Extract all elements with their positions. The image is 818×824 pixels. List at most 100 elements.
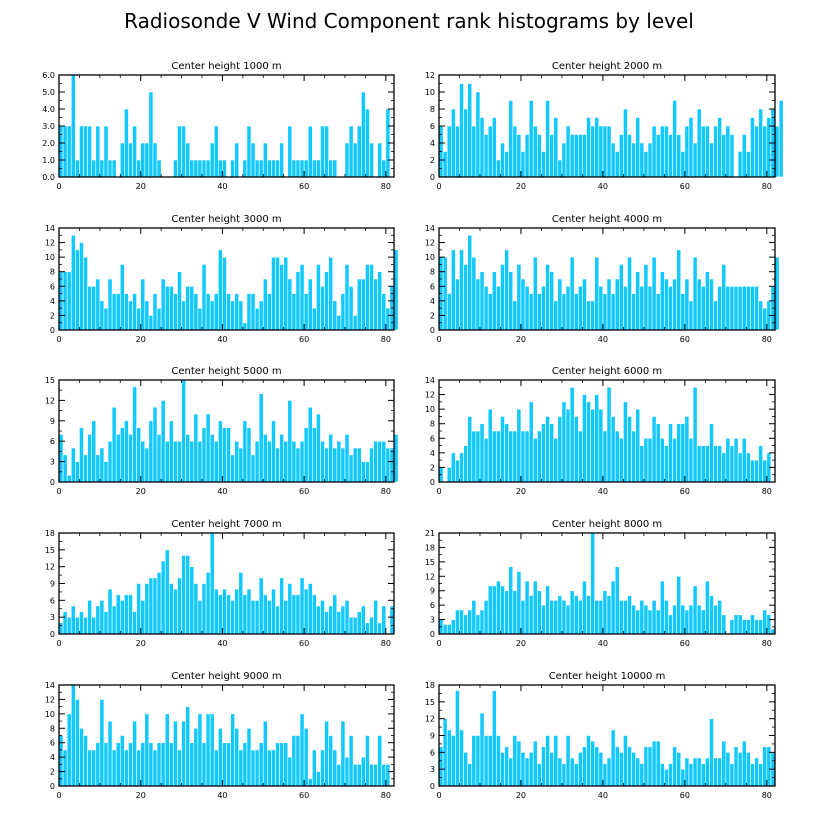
- bar: [275, 742, 280, 787]
- bar: [733, 614, 739, 635]
- bar: [103, 611, 109, 635]
- bar: [500, 416, 505, 483]
- y-tick-label: 10: [45, 710, 55, 719]
- bar: [320, 600, 325, 635]
- bar: [152, 293, 158, 331]
- bar: [169, 420, 174, 483]
- bar: [487, 585, 493, 635]
- bar: [381, 159, 387, 178]
- x-tick-label: 0: [436, 335, 441, 344]
- bar: [565, 285, 571, 331]
- bar: [524, 134, 530, 178]
- x-tick-label: 60: [299, 487, 309, 496]
- bar: [369, 264, 374, 331]
- x-tick-label: 0: [56, 791, 61, 800]
- bar: [328, 434, 334, 483]
- bar: [299, 440, 305, 483]
- bar: [140, 742, 146, 787]
- bar: [688, 117, 694, 178]
- bar: [664, 125, 669, 178]
- bar: [99, 600, 105, 635]
- bar: [320, 125, 325, 178]
- bar: [594, 256, 600, 331]
- bar: [602, 125, 608, 178]
- bar: [189, 742, 195, 787]
- bar: [758, 763, 764, 787]
- bar: [590, 300, 596, 331]
- bar: [487, 125, 493, 178]
- bar: [479, 423, 485, 483]
- bar: [226, 427, 231, 483]
- bar: [573, 134, 579, 178]
- bar: [148, 577, 154, 635]
- bars: [58, 234, 399, 331]
- bar: [262, 142, 268, 178]
- bar: [713, 757, 718, 787]
- bar: [643, 746, 649, 787]
- bar: [545, 735, 550, 787]
- bar: [287, 583, 293, 635]
- bar: [373, 600, 378, 635]
- bar: [483, 285, 489, 331]
- bar: [222, 159, 227, 178]
- bar: [504, 249, 509, 331]
- bar: [692, 757, 698, 787]
- bar: [655, 134, 661, 178]
- bar: [234, 142, 240, 178]
- bar: [230, 454, 235, 483]
- bar: [618, 264, 624, 331]
- bar: [672, 278, 677, 331]
- bar: [352, 142, 358, 178]
- bar: [647, 609, 653, 635]
- bar: [132, 720, 137, 787]
- x-tick-label: 60: [680, 639, 690, 648]
- bar: [173, 440, 178, 483]
- bar: [573, 595, 579, 635]
- bar: [623, 600, 628, 635]
- bar: [91, 749, 97, 787]
- bar: [725, 437, 731, 483]
- y-tick-label: 15: [425, 558, 435, 567]
- bar: [385, 307, 391, 331]
- y-tick-label: 0: [430, 782, 435, 791]
- bar: [291, 440, 297, 483]
- bar: [365, 461, 370, 483]
- bar: [140, 600, 146, 635]
- bar: [709, 718, 714, 787]
- bar: [528, 100, 534, 178]
- bar: [238, 749, 244, 787]
- x-tick-label: 60: [680, 791, 690, 800]
- bar: [516, 740, 522, 787]
- bar: [164, 713, 170, 787]
- bar: [144, 142, 150, 178]
- bar: [623, 735, 628, 787]
- bar: [111, 159, 117, 178]
- bar: [242, 420, 248, 483]
- panel-title: Center height 7000 m: [171, 519, 281, 530]
- bar: [189, 440, 195, 483]
- bar: [651, 256, 657, 331]
- bar: [344, 600, 350, 635]
- bar: [144, 300, 150, 331]
- y-tick-label: 10: [425, 253, 435, 262]
- bar: [254, 600, 260, 635]
- bar: [455, 125, 460, 178]
- bar: [254, 749, 260, 787]
- bar: [635, 609, 641, 635]
- bar: [500, 264, 505, 331]
- panel-title: Center height 5000 m: [171, 366, 281, 377]
- bar: [152, 749, 158, 787]
- bar: [95, 125, 101, 178]
- bar: [618, 437, 624, 483]
- bar: [348, 285, 354, 331]
- x-tick-label: 0: [436, 182, 441, 191]
- bar: [213, 749, 219, 787]
- bar: [573, 763, 579, 787]
- y-tick-label: 5.0: [42, 88, 55, 97]
- bar: [234, 727, 240, 787]
- bar: [721, 134, 727, 178]
- bar: [672, 100, 677, 178]
- bar: [222, 742, 227, 787]
- bars: [438, 532, 776, 635]
- bar: [483, 437, 489, 483]
